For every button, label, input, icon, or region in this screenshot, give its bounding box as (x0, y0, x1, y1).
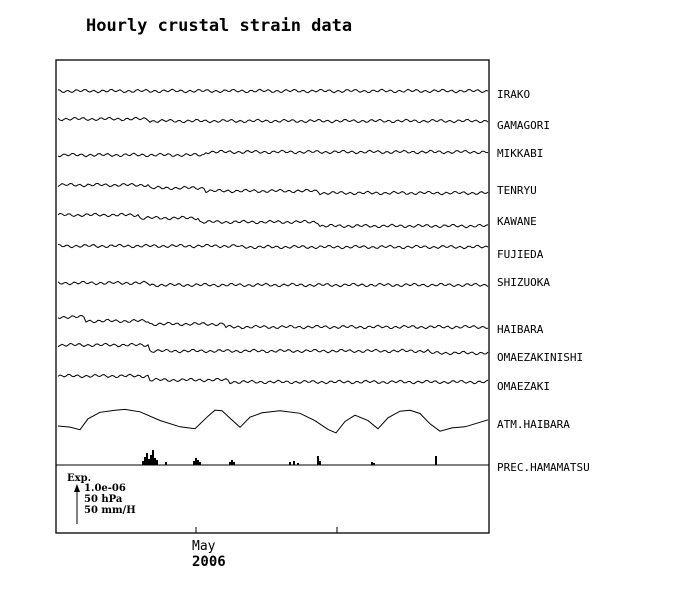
series-label-atm-haibara: ATM.HAIBARA (497, 418, 570, 431)
trace-omaezaki (57, 373, 489, 385)
precip-bar-7 (156, 460, 158, 465)
precip-bar-2 (146, 453, 148, 465)
chart-title: Hourly crustal strain data (86, 16, 352, 36)
trace-haibara (57, 314, 489, 330)
precip-bar-22 (373, 463, 375, 465)
series-label-irako: IRAKO (497, 88, 530, 101)
trace-shizuoka (57, 280, 489, 288)
series-label-fujieda: FUJIEDA (497, 248, 544, 261)
precip-bar-18 (297, 463, 299, 465)
precip-bar-9 (193, 461, 195, 465)
trace-fujieda (57, 243, 489, 250)
precip-bar-5 (152, 450, 154, 465)
precip-bar-17 (293, 461, 295, 465)
legend-arrowhead (74, 484, 80, 492)
series-label-kawane: KAWANE (497, 215, 537, 228)
x-year-label: 2006 (192, 554, 226, 570)
series-label-tenryu: TENRYU (497, 184, 537, 197)
precip-bar-10 (195, 458, 197, 465)
precip-bar-23 (435, 456, 437, 465)
precip-bar-13 (229, 462, 231, 465)
series-label-omaezakinishi: OMAEZAKINISHI (497, 351, 583, 364)
trace-tenryu (57, 182, 489, 196)
scale-legend: Exp. 1.0e-06 50 hPa 50 mm/H (67, 473, 136, 524)
precip-bar-14 (231, 460, 233, 465)
series-label-omaezaki: OMAEZAKI (497, 380, 550, 393)
plot-frame (55, 59, 490, 534)
precip-bar-15 (233, 462, 235, 465)
legend-title: Exp. (67, 473, 91, 484)
precip-bar-12 (199, 462, 201, 465)
precip-bar-16 (289, 462, 291, 465)
trace-kawane (57, 212, 489, 229)
precip-bar-1 (144, 457, 146, 465)
trace-mikkabi (57, 149, 489, 158)
precip-bar-6 (154, 458, 156, 465)
precip-bar-20 (319, 461, 321, 465)
precip-bar-3 (148, 459, 150, 465)
trace-prec-hamamatsu (142, 450, 437, 465)
precip-bar-0 (142, 461, 144, 465)
trace-atm-haibara (57, 408, 489, 434)
x-tick-label-may: May (192, 539, 216, 554)
legend-entry-strain: 1.0e-06 (84, 483, 126, 494)
series-label-prec-hamamatsu: PREC.HAMAMATSU (497, 461, 590, 474)
precip-bar-11 (197, 460, 199, 465)
trace-irako (57, 88, 489, 94)
series-label-gamagori: GAMAGORI (497, 119, 550, 132)
series-label-haibara: HAIBARA (497, 323, 544, 336)
precip-bar-21 (371, 462, 373, 465)
legend-entry-precip: 50 mm/H (84, 505, 136, 516)
series-label-shizuoka: SHIZUOKA (497, 276, 550, 289)
legend-entry-pressure: 50 hPa (84, 494, 123, 505)
trace-omaezakinishi (57, 342, 489, 356)
precip-bar-8 (165, 462, 167, 465)
precip-bar-4 (150, 455, 152, 465)
precip-bar-19 (317, 456, 319, 465)
trace-gamagori (57, 116, 489, 124)
series-label-mikkabi: MIKKABI (497, 147, 543, 160)
